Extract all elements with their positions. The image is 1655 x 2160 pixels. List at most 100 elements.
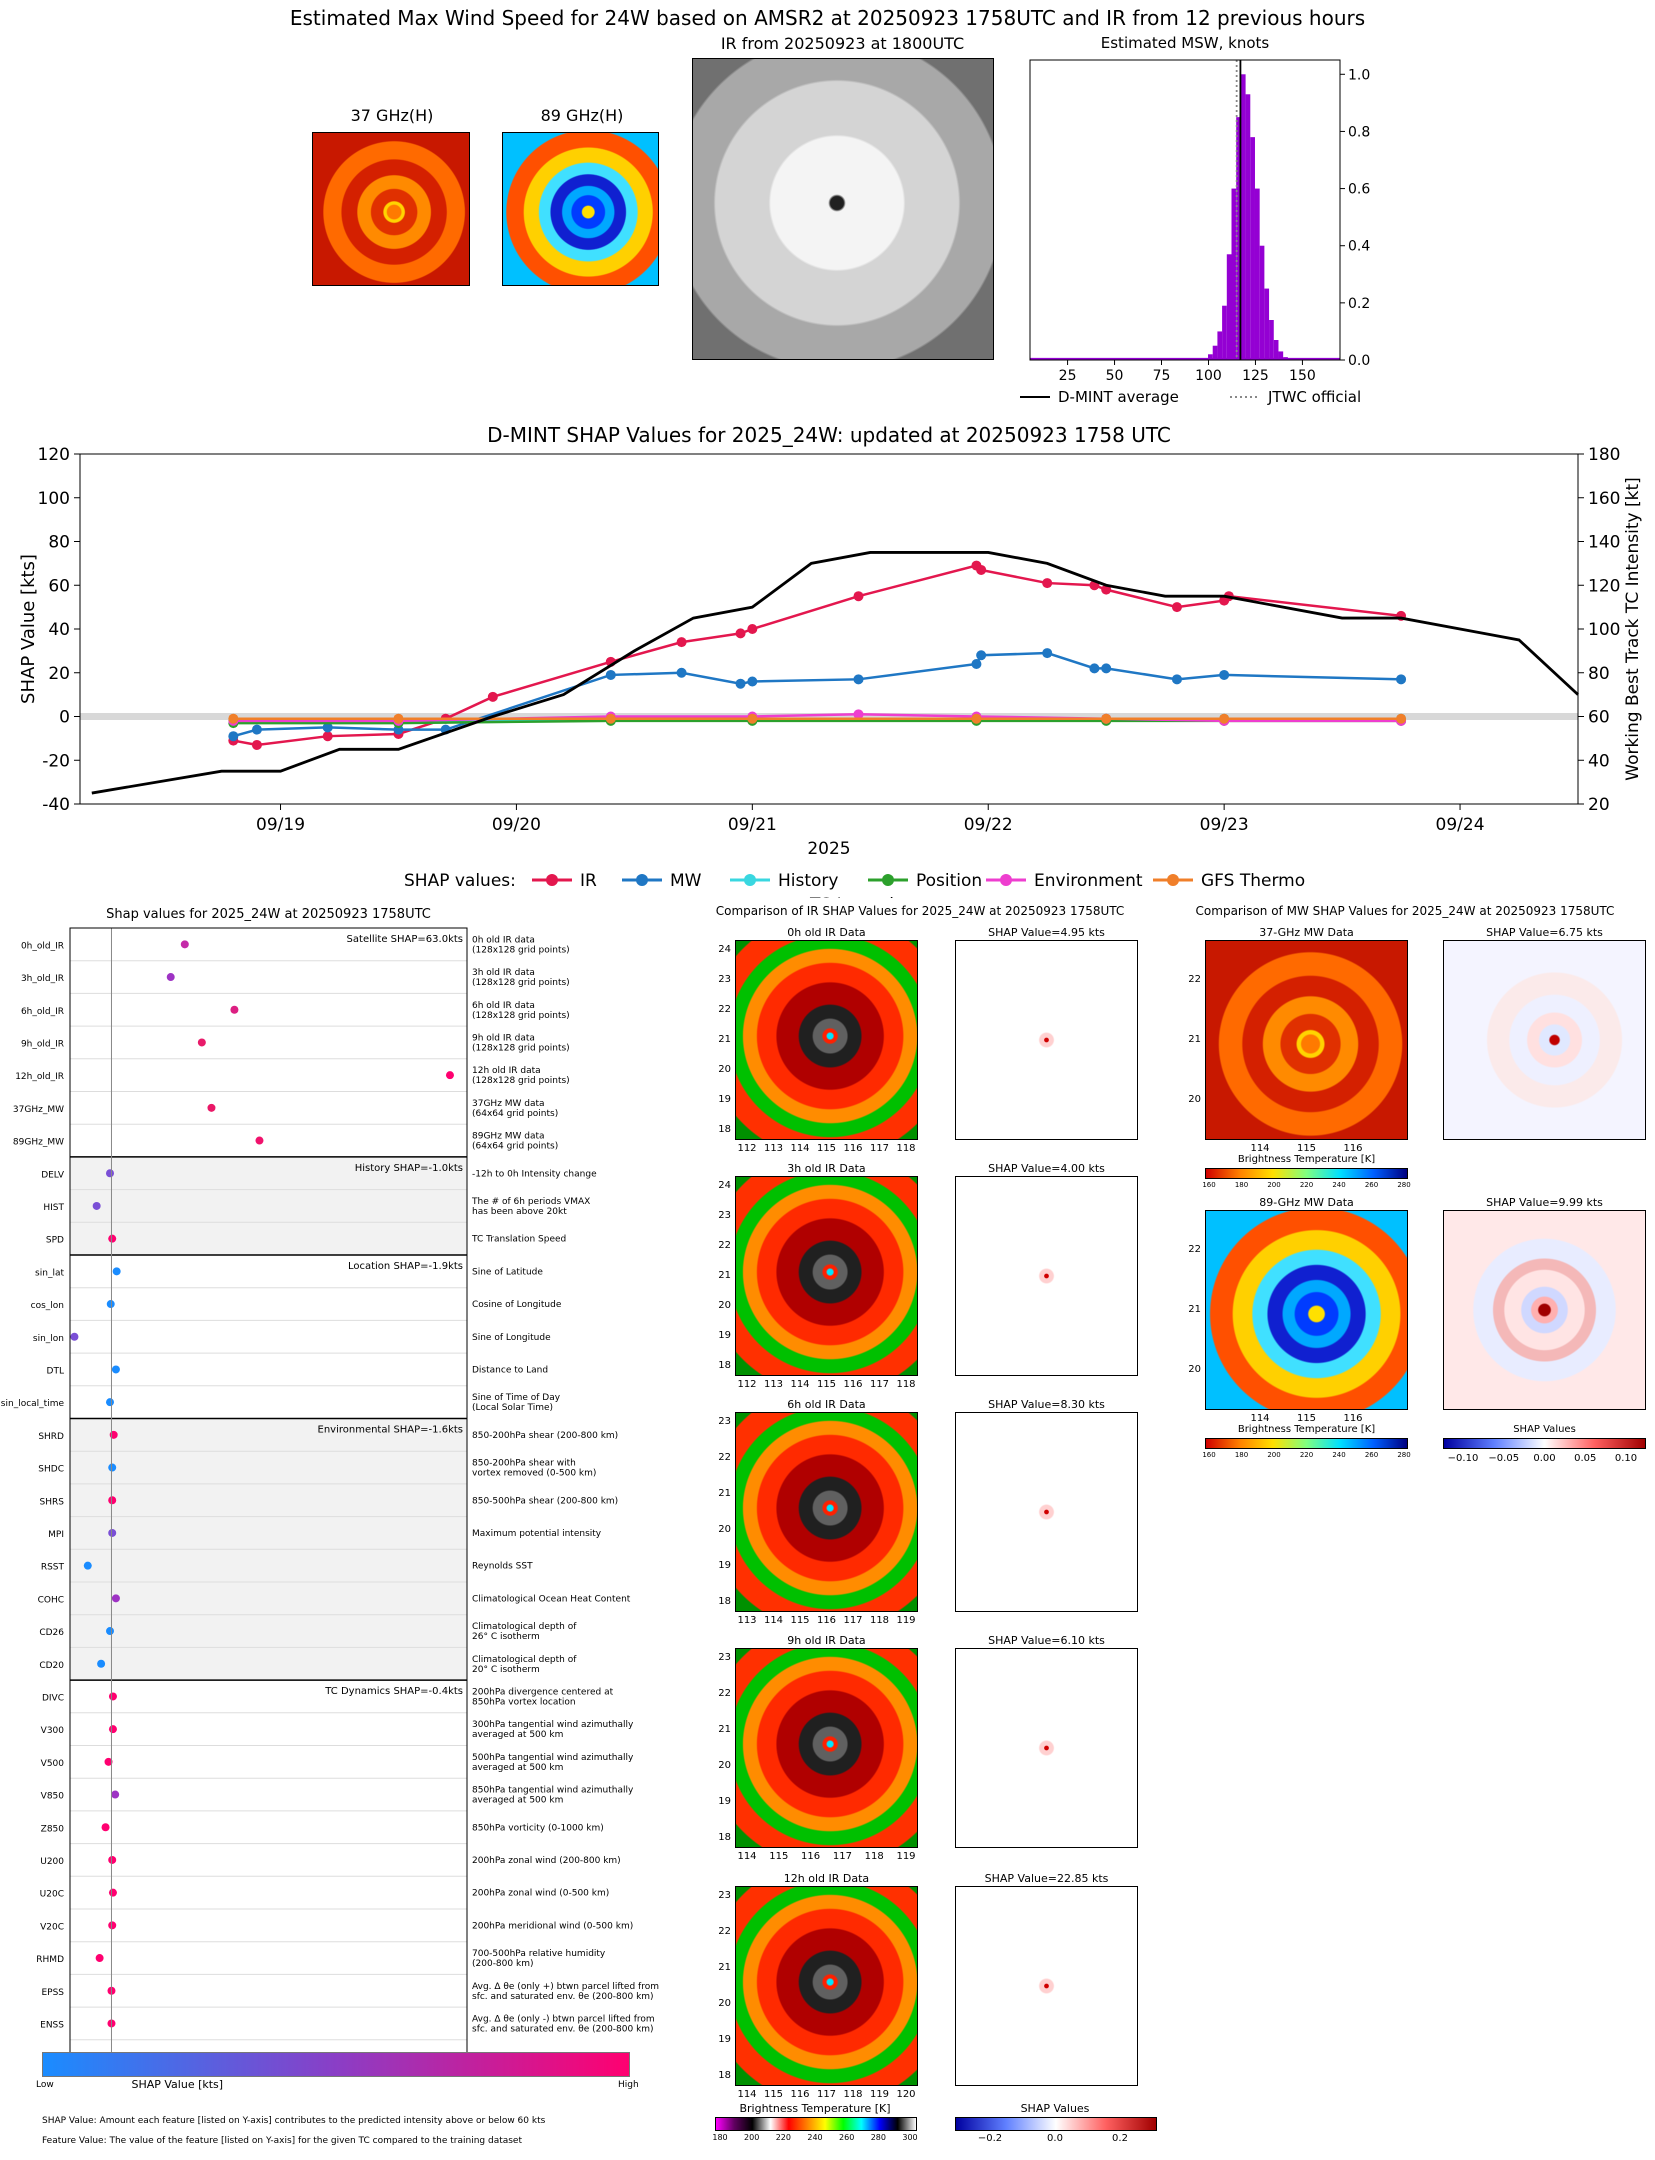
- feature-name: U200: [40, 1857, 64, 1867]
- ir-row-label: 3h old IR Data: [787, 1162, 866, 1175]
- ts-y2tick-label: 140: [1588, 533, 1620, 553]
- feature-dot: [92, 1201, 101, 1210]
- shap-feature-chart: Shap values for 2025_24W at 20250923 175…: [1, 907, 659, 2091]
- feature-name: sin_local_time: [1, 1399, 65, 1409]
- feature-dot: [111, 1594, 120, 1603]
- mw-shap-tick-label: 0.05: [1574, 1453, 1597, 1464]
- ir-row-label: 12h old IR Data: [783, 1872, 870, 1885]
- feature-name: SPD: [46, 1236, 64, 1246]
- hist-bar: [1278, 351, 1284, 360]
- ir-xtick-label: 114: [737, 1851, 757, 1862]
- feature-name: HIST: [43, 1203, 64, 1213]
- ir-xtick-label: 115: [816, 1379, 837, 1390]
- ir-ytick-label: 22: [718, 1688, 731, 1699]
- feature-name: SHDC: [38, 1465, 64, 1475]
- hist-xtick-label: 50: [1106, 368, 1124, 384]
- ir-ytick-label: 22: [718, 1926, 731, 1937]
- series-point-mw: [1089, 663, 1100, 674]
- group-label: Location SHAP=-1.9kts: [348, 1261, 463, 1272]
- feature-desc: (64x64 grid points): [472, 1142, 558, 1152]
- legend-label-environment: Environment: [1034, 871, 1143, 891]
- legend-label-tc-intensity: TC Intensity: [809, 895, 911, 898]
- feature-dot: [83, 1561, 92, 1570]
- mw-bt-tick-label: 240: [1332, 1451, 1346, 1459]
- legend-marker-gfs-thermo: [1167, 874, 1179, 886]
- hist-bar: [1236, 117, 1241, 361]
- ir-xtick-label: 117: [869, 1143, 890, 1154]
- ir-xtick-label: 119: [869, 2089, 890, 2100]
- series-point-ir: [251, 739, 262, 750]
- ir-ytick-label: 18: [718, 1596, 731, 1607]
- group-label: Satellite SHAP=63.0kts: [347, 934, 463, 945]
- ts-xtick-label: 09/24: [1436, 815, 1485, 835]
- feature-desc: Avg. Δ θe (only -) btwn parcel lifted fr…: [472, 2014, 655, 2024]
- ir-row-label: 0h old IR Data: [787, 926, 866, 939]
- feature-desc: 300hPa tangential wind azimuthally: [472, 1720, 634, 1730]
- ts-legend-label: SHAP values:: [404, 871, 516, 891]
- ir-xtick-label: 117: [843, 1615, 863, 1626]
- legend-label-position: Position: [916, 871, 982, 891]
- mw-bt-tick-label: 160: [1202, 1181, 1216, 1189]
- feature-name: 3h_old_IR: [21, 974, 64, 984]
- ir-bt-colorbar: [715, 2117, 917, 2131]
- feature-name: DIVC: [42, 1693, 64, 1703]
- ir-bt-tick-label: 300: [902, 2133, 918, 2142]
- series-point-mw: [735, 678, 746, 689]
- feature-desc: 3h old IR data: [472, 968, 535, 978]
- mw-bt-tick-label: 220: [1299, 1451, 1314, 1459]
- ts-frame: [79, 453, 1579, 805]
- ir-row-shap-label: SHAP Value=4.95 kts: [988, 926, 1105, 939]
- feature-desc: 500hPa tangential wind azimuthally: [472, 1753, 634, 1763]
- ts-xtick-label: 09/20: [492, 815, 541, 835]
- ts-y2tick-label: 60: [1588, 708, 1610, 728]
- mw-bt-tick-label: 220: [1299, 1181, 1314, 1189]
- ir-bt-tick-label: 260: [839, 2133, 855, 2142]
- mw89-title: 89 GHz(H): [540, 106, 624, 125]
- hist-xtick-label: 100: [1195, 368, 1222, 384]
- mw-ytick-label: 22: [1188, 1244, 1201, 1255]
- feature-desc: 850-200hPa shear with: [472, 1459, 576, 1469]
- feature-desc: Sine of Latitude: [472, 1267, 543, 1277]
- ir-ytick-label: 24: [718, 944, 731, 955]
- mw-bt-tick-label: 200: [1267, 1181, 1281, 1189]
- mw-bt-tick-label: 200: [1267, 1451, 1281, 1459]
- mw-bt-colorbar: [1205, 1168, 1408, 1179]
- mw-row-shap-map: [1443, 1210, 1646, 1410]
- feature-name: V300: [41, 1726, 65, 1736]
- series-point-mw: [228, 731, 239, 742]
- ir-ytick-label: 19: [718, 2034, 731, 2045]
- hist-ytick-label: 0.8: [1348, 124, 1370, 140]
- ts-xtick-label: 09/23: [1200, 815, 1249, 835]
- hist-bar: [1245, 94, 1251, 361]
- ir-row-image: [735, 1886, 918, 2086]
- legend-marker-mw: [636, 874, 648, 886]
- ir-row-shap-map: [955, 1176, 1138, 1376]
- ir-xtick-label: 113: [737, 1615, 757, 1626]
- ir-bt-tick-label: 220: [775, 2133, 791, 2142]
- series-point-ir: [676, 637, 687, 648]
- feature-desc: Climatological Ocean Heat Content: [472, 1594, 631, 1604]
- series-point-mw: [1171, 674, 1182, 685]
- hist-bar: [1283, 357, 1288, 360]
- ir-xtick-label: 115: [816, 1143, 837, 1154]
- ir-title: IR from 20250923 at 1800UTC: [720, 34, 965, 53]
- ir-xtick-label: 116: [816, 1615, 837, 1626]
- mw-row-shap-label: SHAP Value=6.75 kts: [1486, 926, 1603, 939]
- ir-row-shap-label: SHAP Value=6.10 kts: [988, 1634, 1105, 1647]
- ir-ytick-label: 21: [718, 1724, 731, 1735]
- feature-desc: 850-500hPa shear (200-800 km): [472, 1496, 618, 1506]
- ts-xlabel: 2025: [807, 839, 850, 859]
- mw-bt-colorbar-label: Brightness Temperature [K]: [1237, 1154, 1376, 1165]
- feature-desc: 0h old IR data: [472, 935, 535, 945]
- ir-row-image: [735, 1648, 918, 1848]
- feature-name: V20C: [40, 1922, 64, 1932]
- ir-ytick-label: 23: [718, 1890, 731, 1901]
- feature-name: DELV: [41, 1170, 65, 1180]
- mw-ytick-label: 20: [1188, 1094, 1201, 1105]
- ts-y2label: Working Best Track TC Intensity [kt]: [1623, 477, 1643, 781]
- ir-ytick-label: 23: [718, 974, 731, 985]
- mw-bt-tick-label: 160: [1202, 1451, 1216, 1459]
- feature-dot: [108, 1888, 117, 1897]
- feature-name: DTL: [47, 1366, 64, 1376]
- ts-ytick-label: 80: [48, 533, 70, 553]
